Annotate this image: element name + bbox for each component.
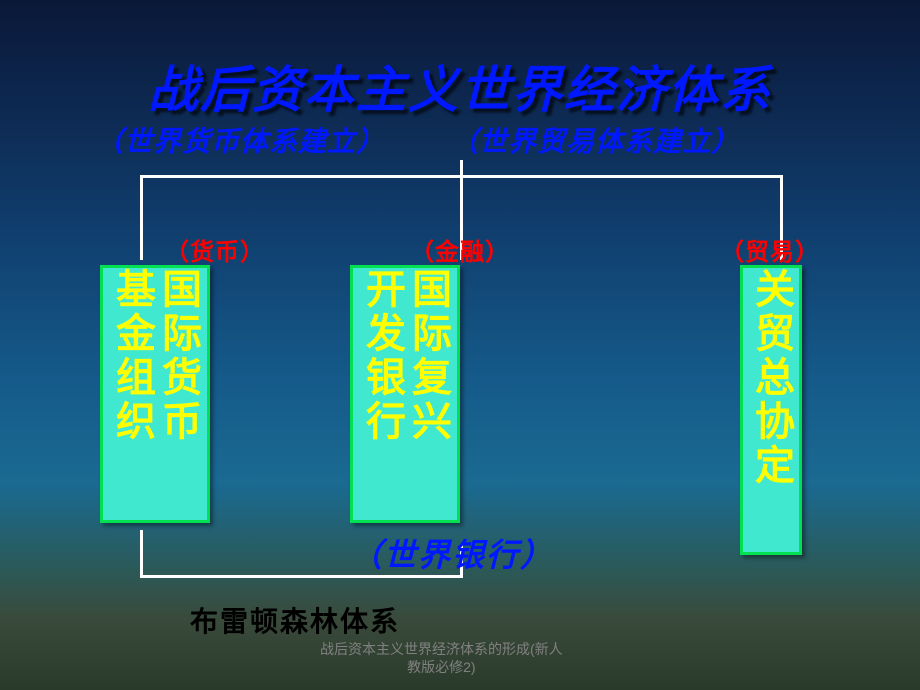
box-gatt-text: 关贸总协定: [748, 268, 794, 488]
box-imf: 基金组织 国际货币: [100, 265, 210, 523]
box-ibrd-col-left: 开发银行: [359, 268, 405, 444]
conn-bvert1: [140, 530, 143, 575]
conn-vert1: [140, 175, 143, 260]
footer-line2: 教版必修2): [407, 659, 475, 675]
box-gatt: 关贸总协定: [740, 265, 802, 555]
category-trade: （贸易）: [720, 232, 820, 267]
label-bretton-woods: 布雷顿森林体系: [190, 600, 400, 640]
category-currency: （货币）: [165, 232, 265, 267]
conn-vert-main: [460, 160, 463, 175]
category-finance: （金融）: [410, 232, 510, 267]
label-world-bank: （世界银行）: [350, 530, 554, 576]
subtitle-left: （世界货币体系建立）: [95, 120, 385, 160]
subtitle-right: （世界贸易体系建立）: [450, 120, 740, 160]
box-ibrd-col-right: 国际复兴: [405, 268, 451, 444]
box-imf-col-right: 国际货币: [155, 268, 201, 444]
box-imf-col-left: 基金组织: [109, 268, 155, 444]
box-ibrd: 开发银行 国际复兴: [350, 265, 460, 523]
footer-line1: 战后资本主义世界经济体系的形成(新人: [320, 641, 563, 657]
footer-text: 战后资本主义世界经济体系的形成(新人 教版必修2): [320, 640, 563, 676]
main-title: 战后资本主义世界经济体系: [0, 50, 920, 122]
